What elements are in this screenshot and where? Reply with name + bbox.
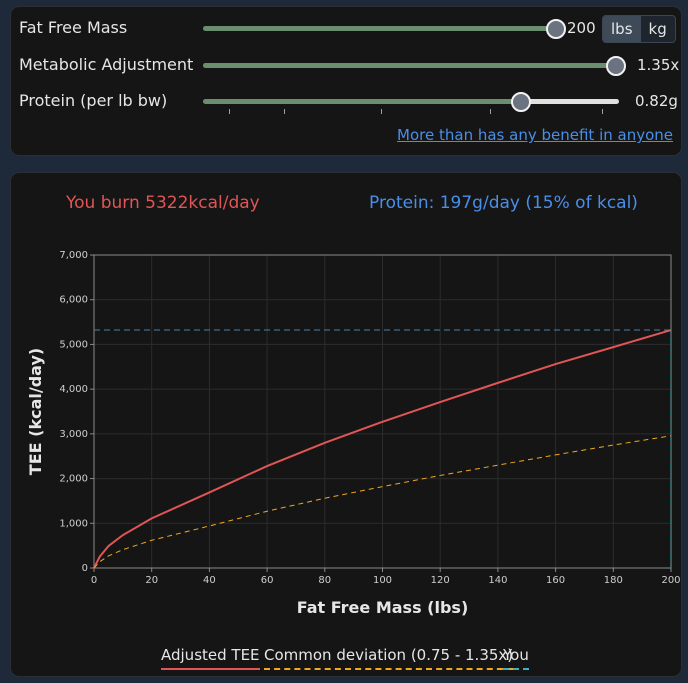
legend-adjusted-tee[interactable]: Adjusted TEE <box>161 646 260 670</box>
chart-panel: You burn 5322kcal/day Protein: 197g/day … <box>10 172 682 677</box>
x-tick-label: 200 <box>661 575 680 586</box>
x-axis-label: Fat Free Mass (lbs) <box>297 598 469 617</box>
protein-slider-handle[interactable] <box>511 92 532 112</box>
chart-grid <box>93 254 672 569</box>
legend-common-deviation[interactable]: Common deviation (0.75 - 1.35x) <box>264 646 514 670</box>
x-tick-label: 0 <box>91 575 97 586</box>
fat-free-mass-slider[interactable] <box>203 19 566 39</box>
protein-summary: Protein: 197g/day (15% of kcal) <box>369 193 638 213</box>
y-tick-label: 3,000 <box>59 429 88 440</box>
fat-free-mass-row: Fat Free Mass 200 <box>19 17 674 39</box>
tee-chart: 0 1,000 2,000 3,000 4,000 5,000 6,000 7,000 0 20… <box>26 250 681 617</box>
protein-label: Protein (per lb bw) <box>19 91 168 110</box>
y-axis-label: TEE (kcal/day) <box>26 348 45 475</box>
x-tick-label: 80 <box>318 575 331 586</box>
metabolic-slider[interactable] <box>203 56 626 76</box>
fat-free-mass-label: Fat Free Mass <box>19 18 128 37</box>
x-tick-label: 100 <box>373 575 392 586</box>
metabolic-label: Metabolic Adjustment <box>19 55 194 74</box>
y-tick-label: 7,000 <box>59 250 88 261</box>
unit-kg-button[interactable]: kg <box>640 16 675 42</box>
x-tick-label: 160 <box>546 575 565 586</box>
metabolic-slider-handle[interactable] <box>606 56 626 76</box>
unit-lbs-button[interactable]: lbs <box>603 16 641 42</box>
adjusted-tee-line <box>93 329 672 569</box>
x-tick-label: 40 <box>203 575 216 586</box>
x-tick-label: 140 <box>488 575 507 586</box>
y-axis-ticks: 0 1,000 2,000 3,000 4,000 5,000 6,000 7,000 <box>59 250 94 574</box>
common-deviation-line <box>93 435 672 569</box>
x-tick-label: 180 <box>604 575 623 586</box>
metabolic-row: Metabolic Adjustment 1.35x <box>19 54 679 76</box>
protein-row: Protein (per lb bw) 0.82g <box>19 90 678 112</box>
protein-benefit-link[interactable]: More than has any benefit in anyone <box>397 126 673 144</box>
x-tick-label: 20 <box>145 575 158 586</box>
y-tick-label: 4,000 <box>59 384 88 395</box>
legend-you[interactable]: You <box>503 646 529 670</box>
y-tick-label: 0 <box>82 563 88 574</box>
chart-lines <box>93 329 672 569</box>
protein-value: 0.82g <box>635 92 678 110</box>
fat-free-mass-slider-handle[interactable] <box>546 19 566 39</box>
calorie-burn-summary: You burn 5322kcal/day <box>66 193 260 213</box>
unit-toggle: lbs kg <box>602 15 676 43</box>
fat-free-mass-value: 200 <box>567 19 596 37</box>
protein-slider[interactable] <box>203 92 619 112</box>
x-tick-label: 60 <box>261 575 274 586</box>
y-tick-label: 2,000 <box>59 474 88 485</box>
y-tick-label: 1,000 <box>59 518 88 529</box>
x-axis-ticks: 0 20 40 60 80 100 120 140 160 180 200 <box>91 568 681 586</box>
controls-panel: Fat Free Mass 200 lbs kg Metabolic Adjus… <box>10 6 682 156</box>
y-tick-label: 5,000 <box>59 339 88 350</box>
x-tick-label: 120 <box>431 575 450 586</box>
protein-slider-ticks <box>195 109 611 115</box>
y-tick-label: 6,000 <box>59 295 88 306</box>
metabolic-value: 1.35x <box>637 56 680 74</box>
